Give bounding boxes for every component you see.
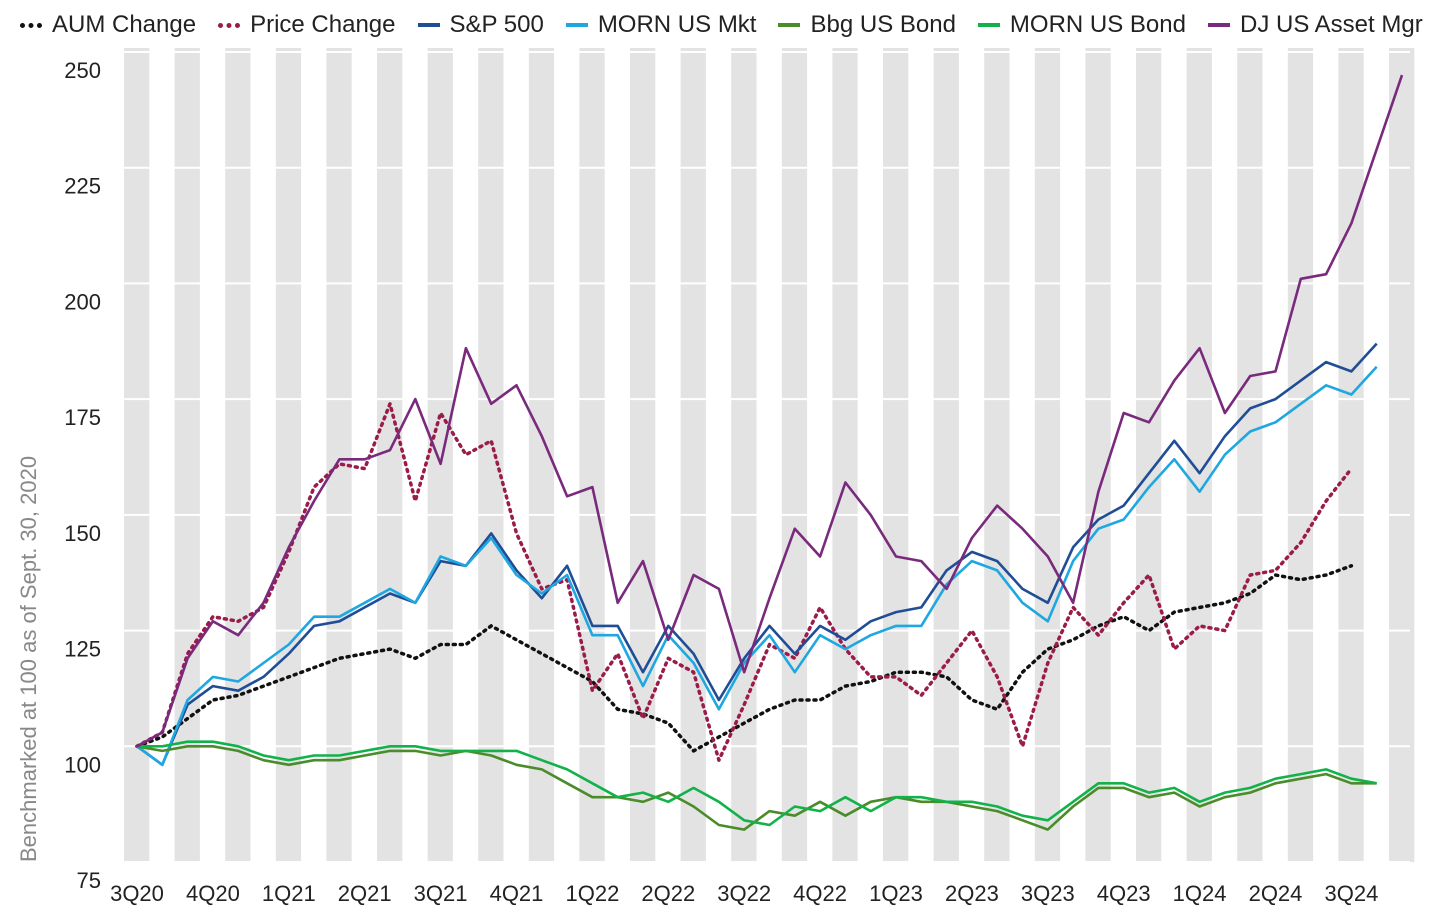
- series-morn-us-bond: [136, 740, 1377, 827]
- month-band: [174, 48, 200, 862]
- y-tick-label: 175: [64, 405, 101, 430]
- month-band: [832, 48, 858, 862]
- x-tick-label: 2Q24: [1249, 881, 1303, 906]
- month-band: [1389, 48, 1415, 862]
- series-line: [137, 740, 1377, 827]
- month-band: [225, 48, 251, 862]
- legend-label: AUM Change: [52, 11, 197, 38]
- legend-swatch: [778, 23, 801, 27]
- month-band: [984, 48, 1010, 862]
- month-band: [630, 48, 656, 862]
- x-tick-label: 2Q21: [338, 881, 392, 906]
- month-band: [781, 48, 808, 862]
- legend-item: DJ US Asset Mgr: [1207, 11, 1423, 39]
- y-tick-label: 200: [64, 289, 101, 314]
- legend-swatch: [1207, 23, 1230, 27]
- legend-label: S&P 500: [449, 11, 544, 38]
- x-tick-label: 1Q22: [565, 881, 619, 906]
- legend-swatch: [417, 23, 440, 27]
- horizontal-gridlines: [124, 51, 1410, 863]
- series-morn-us-mkt: [136, 365, 1378, 767]
- x-tick-label: 3Q20: [110, 881, 164, 906]
- month-band: [731, 48, 757, 862]
- x-tick-label: 3Q23: [1021, 881, 1075, 906]
- x-tick-label: 3Q22: [717, 881, 771, 906]
- x-tick-label: 1Q21: [262, 881, 316, 906]
- month-band: [1034, 48, 1061, 862]
- month-band: [1338, 48, 1364, 862]
- x-axis-tick-labels: 3Q20 4Q20 1Q21 2Q21 3Q21 4Q21 1Q22 2Q22 3Q22 4Q22…: [110, 881, 1378, 906]
- y-axis-title: Benchmarked at 100 as of Sept. 30, 2020: [16, 455, 41, 862]
- legend-item: MORN US Mkt: [565, 11, 757, 39]
- y-tick-label: 100: [64, 752, 101, 777]
- x-tick-label: 2Q23: [945, 881, 999, 906]
- month-band: [377, 48, 403, 862]
- month-band: [883, 48, 909, 862]
- month-band: [680, 48, 706, 862]
- legend-item: S&P 500: [417, 11, 544, 39]
- month-band: [1136, 48, 1162, 862]
- legend-label: MORN US Bond: [1009, 11, 1186, 38]
- series-aum-change: [135, 564, 1354, 753]
- series-line: [136, 365, 1378, 767]
- month-bands: [124, 48, 1415, 862]
- month-band: [1186, 48, 1212, 862]
- legend-item: AUM Change: [20, 11, 196, 39]
- series-dj-us-asset-mgr: [136, 74, 1404, 748]
- month-band: [1287, 48, 1314, 862]
- legend-label: Bbg US Bond: [810, 11, 956, 38]
- x-tick-label: 4Q23: [1097, 881, 1151, 906]
- legend-item: MORN US Bond: [977, 11, 1186, 39]
- month-band: [427, 48, 453, 862]
- x-tick-label: 4Q21: [490, 881, 544, 906]
- x-tick-label: 4Q20: [186, 881, 240, 906]
- month-band: [579, 48, 605, 862]
- x-tick-label: 3Q24: [1324, 881, 1378, 906]
- x-tick-label: 1Q24: [1173, 881, 1227, 906]
- legend-swatch: [565, 23, 588, 27]
- x-tick-label: 4Q22: [793, 881, 847, 906]
- y-tick-label: 75: [77, 868, 101, 893]
- series-s-p-500: [136, 342, 1378, 767]
- legend-item: Price Change: [218, 11, 396, 39]
- legend-label: Price Change: [250, 11, 396, 38]
- legend: AUM Change Price Change S&P 500 MORN US Mkt…: [20, 8, 1434, 42]
- y-tick-label: 250: [64, 58, 101, 83]
- x-tick-label: 1Q23: [869, 881, 923, 906]
- month-band: [933, 48, 959, 862]
- month-band: [124, 48, 150, 862]
- month-band: [1085, 48, 1111, 862]
- legend-swatch: [977, 23, 1000, 27]
- month-band: [275, 48, 302, 862]
- series-bbg-us-bond: [136, 745, 1377, 831]
- series-lines: [135, 74, 1404, 831]
- legend-label: MORN US Mkt: [597, 11, 757, 38]
- y-tick-label: 225: [64, 174, 101, 199]
- y-tick-label: 125: [64, 637, 101, 662]
- y-axis-tick-labels: 75 100 125 150 175 200 225 250: [64, 58, 101, 893]
- x-tick-label: 2Q22: [641, 881, 695, 906]
- month-band: [1237, 48, 1263, 862]
- legend-item: Bbg US Bond: [778, 11, 956, 39]
- x-tick-label: 3Q21: [414, 881, 468, 906]
- legend-swatch: [20, 22, 42, 28]
- series-price-change: [135, 402, 1354, 762]
- legend-swatch: [218, 22, 241, 28]
- legend-label: DJ US Asset Mgr: [1239, 11, 1423, 38]
- month-band: [326, 48, 352, 862]
- series-line: [136, 342, 1378, 767]
- y-tick-label: 150: [64, 521, 101, 546]
- series-line: [136, 745, 1377, 831]
- month-band: [478, 48, 504, 862]
